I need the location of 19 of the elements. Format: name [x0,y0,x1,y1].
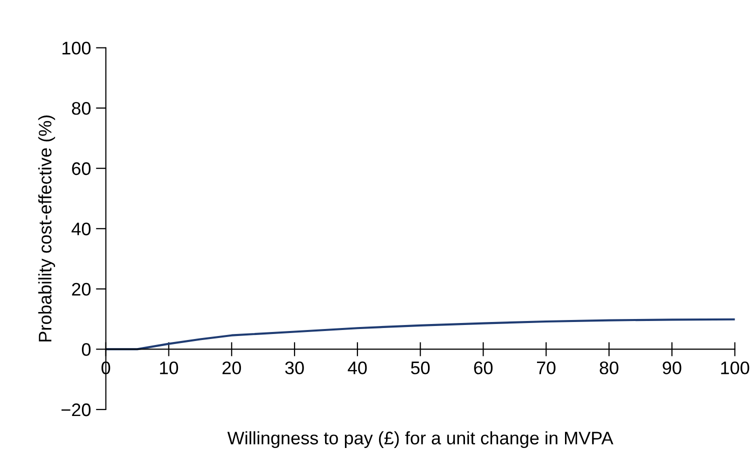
y-tick-label: 80 [72,102,91,115]
x-tick-label: 50 [411,361,430,374]
x-tick-label: 90 [662,361,682,374]
y-axis-title: Probability cost-effective (%) [38,116,56,342]
y-tick-label: 60 [72,162,91,176]
x-tick-label: 30 [285,361,304,374]
y-tick-label: 20 [72,282,91,296]
x-tick-label: 80 [600,361,618,374]
x-tick-label: 100 [721,361,750,374]
x-tick-label: 40 [348,361,367,374]
x-tick-label: 20 [222,361,241,374]
y-tick-label: −20 [62,403,91,416]
x-tick-label: 60 [474,361,493,374]
x-tick-label: 70 [537,361,556,374]
y-tick-label: 0 [82,343,91,356]
y-tick-label: 40 [72,222,91,236]
x-axis-title: Willingness to pay (£) for a unit change in MVPA [227,431,614,448]
y-tick-label: 100 [62,42,91,54]
x-tick-label: 10 [160,361,178,374]
